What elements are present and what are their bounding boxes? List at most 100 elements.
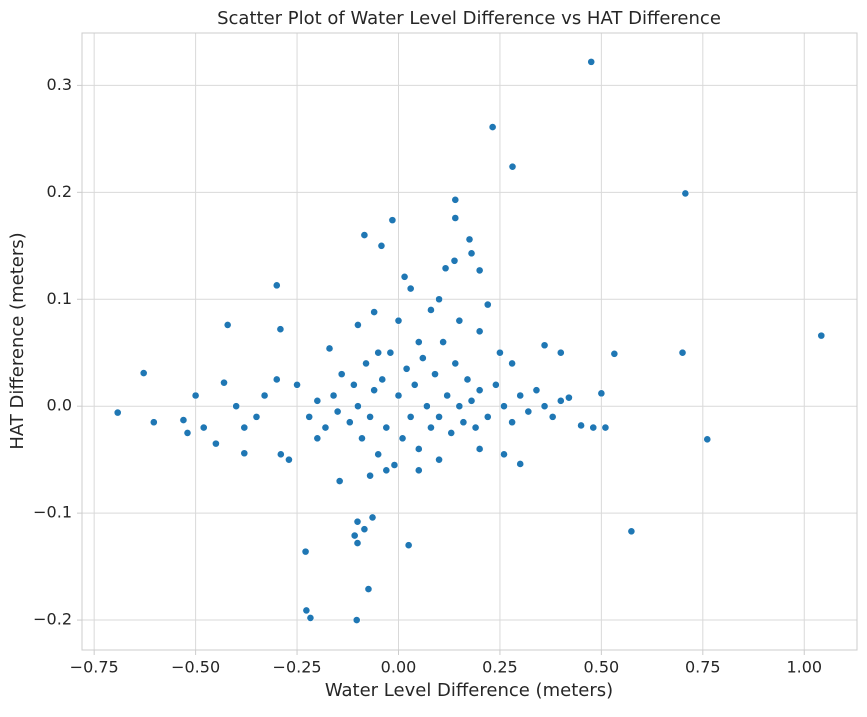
point [465, 235, 474, 244]
point [199, 423, 208, 432]
point [422, 402, 431, 411]
point [548, 412, 557, 421]
point [451, 195, 460, 204]
point [597, 389, 606, 398]
point [565, 393, 573, 402]
point [610, 349, 619, 358]
point [410, 380, 419, 389]
point [488, 123, 497, 132]
point [540, 402, 549, 411]
point [305, 412, 314, 421]
point [388, 216, 397, 225]
y-tick-label: 0.2 [47, 182, 72, 201]
y-tick-label: 0.1 [47, 289, 72, 308]
point [252, 412, 261, 421]
point [260, 391, 269, 400]
point [516, 391, 525, 400]
x-tick-label: 0.50 [584, 658, 620, 677]
point [532, 386, 541, 395]
point [471, 423, 480, 432]
point [301, 547, 310, 556]
point [240, 449, 249, 458]
point [508, 359, 517, 368]
point [414, 445, 423, 453]
point [475, 266, 484, 275]
point [360, 525, 369, 534]
point [587, 57, 596, 66]
point [220, 378, 228, 387]
y-tick-label: −0.2 [33, 610, 72, 629]
point [491, 380, 500, 389]
point [354, 321, 362, 329]
point [272, 375, 281, 384]
point [435, 295, 443, 304]
point [475, 445, 484, 453]
point [483, 300, 492, 309]
point [179, 416, 188, 424]
point [414, 466, 423, 475]
x-tick-label: 0.25 [482, 658, 518, 677]
point [183, 429, 192, 437]
point [394, 391, 403, 400]
point [313, 396, 322, 405]
point [321, 423, 330, 432]
x-tick-label: 0.75 [685, 658, 721, 677]
point [345, 418, 354, 427]
y-tick-label: 0.3 [47, 75, 72, 94]
point [374, 348, 383, 357]
point [191, 391, 200, 400]
point [364, 585, 373, 593]
point [496, 348, 504, 357]
x-axis-label: Water Level Difference (meters) [325, 680, 613, 701]
point [508, 162, 517, 171]
point [556, 348, 565, 357]
point [240, 423, 249, 432]
point [223, 321, 232, 329]
point [414, 338, 423, 346]
point [475, 386, 484, 395]
point [352, 616, 361, 624]
point [443, 391, 452, 400]
point [451, 214, 460, 222]
point [450, 256, 459, 265]
point [335, 477, 344, 485]
point [589, 423, 598, 432]
x-tick-label: −0.25 [273, 658, 322, 677]
point [349, 380, 358, 389]
point [447, 429, 456, 437]
point [475, 327, 484, 336]
point [524, 407, 533, 416]
point [406, 412, 415, 421]
point [370, 386, 379, 395]
point [362, 359, 370, 368]
point [577, 421, 585, 430]
point [427, 306, 435, 314]
point [366, 412, 374, 421]
point [382, 423, 391, 432]
point [382, 466, 391, 475]
point [272, 281, 281, 290]
point [390, 461, 399, 469]
point [601, 423, 610, 432]
point [276, 450, 285, 459]
point [467, 249, 476, 258]
point [678, 348, 687, 357]
point [483, 412, 492, 421]
point [360, 231, 369, 240]
point [627, 527, 636, 536]
point [149, 418, 158, 427]
point [285, 455, 293, 464]
point [467, 396, 476, 405]
point [556, 396, 565, 405]
point [500, 402, 508, 411]
point [350, 531, 359, 540]
point [302, 606, 311, 615]
point [377, 241, 386, 250]
point [455, 402, 464, 411]
point [368, 513, 377, 522]
point [439, 338, 448, 346]
point [306, 614, 315, 622]
point [441, 264, 450, 273]
point [455, 316, 464, 325]
